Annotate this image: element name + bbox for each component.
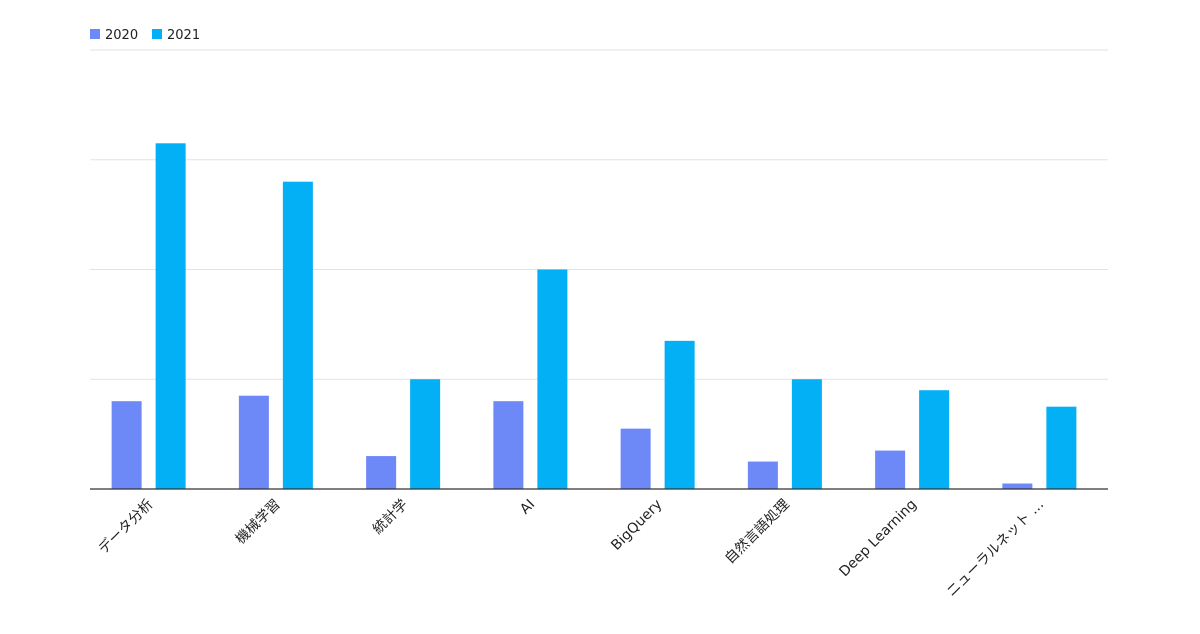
bar-2020-2 <box>366 456 397 489</box>
gridlines <box>90 49 1108 380</box>
bar-2021-6 <box>919 390 950 489</box>
x-tick-label: 統計学 <box>370 497 411 538</box>
bar-2020-6 <box>875 450 906 489</box>
legend-label-2021: 2021 <box>167 28 200 43</box>
bar-2020-5 <box>747 461 778 489</box>
legend-swatch-2020 <box>90 29 100 39</box>
x-tick-label: AI <box>517 497 538 518</box>
x-tick-label: ニューラルネット … <box>944 497 1048 601</box>
bar-2021-2 <box>410 379 441 489</box>
bar-2021-1 <box>282 181 313 489</box>
bar-2020-0 <box>111 401 142 489</box>
x-tick-label: 機械学習 <box>233 497 284 548</box>
bar-2021-3 <box>537 269 568 489</box>
bar-2021-5 <box>791 379 822 489</box>
bar-2021-4 <box>664 340 695 489</box>
bar-2021-0 <box>155 143 186 489</box>
x-tick-labels: データ分析 機械学習 統計学 AI BigQuery 自然言語処理 Deep Learnin… <box>95 496 1047 600</box>
x-tick-label: BigQuery <box>608 497 665 554</box>
bar-2021-7 <box>1046 406 1077 489</box>
bar-2020-4 <box>620 428 651 489</box>
bars <box>111 143 1077 489</box>
bar-2020-7 <box>1002 483 1033 489</box>
bar-2020-1 <box>238 395 269 489</box>
legend: 2020 2021 <box>90 28 200 43</box>
legend-swatch-2021 <box>152 29 162 39</box>
x-tick-label: データ分析 <box>95 496 157 558</box>
bar-2020-3 <box>493 401 524 489</box>
x-tick-label: Deep Learning <box>836 497 920 581</box>
x-tick-label: 自然言語処理 <box>721 496 792 567</box>
legend-label-2020: 2020 <box>105 28 138 43</box>
